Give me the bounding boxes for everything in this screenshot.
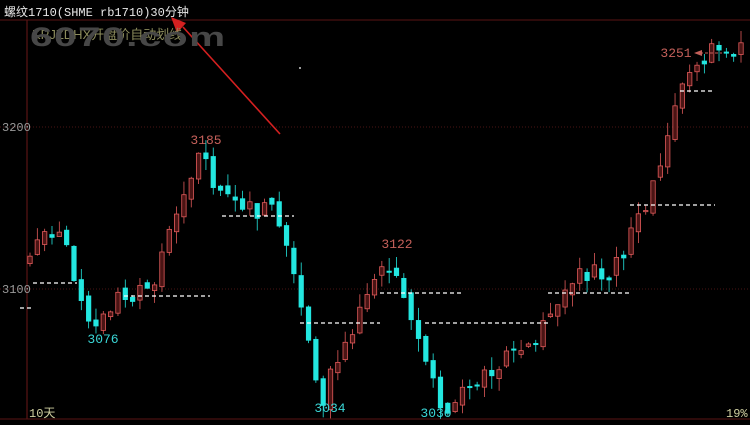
svg-text:3122: 3122 — [381, 237, 412, 252]
svg-text:3030: 3030 — [420, 406, 451, 421]
svg-text:10天: 10天 — [29, 407, 55, 421]
svg-text:3034: 3034 — [314, 401, 345, 416]
svg-text:3100: 3100 — [2, 283, 31, 297]
svg-text:3251: 3251 — [660, 46, 691, 61]
svg-text:19%: 19% — [726, 407, 748, 421]
svg-text:3076: 3076 — [87, 332, 118, 347]
svg-text:3185: 3185 — [190, 133, 221, 148]
svg-text:3200: 3200 — [2, 121, 31, 135]
